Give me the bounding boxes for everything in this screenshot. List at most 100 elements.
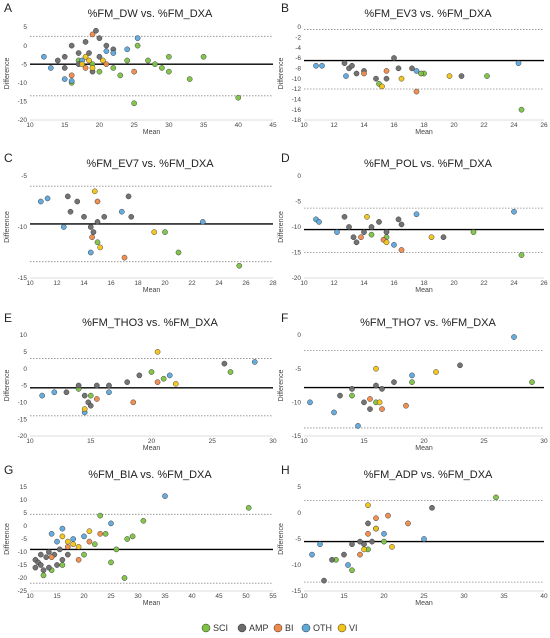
panel-b-point-oth bbox=[319, 62, 325, 69]
panel-b-point-bi bbox=[361, 70, 367, 77]
panel-h-y-tick-label: 5 bbox=[297, 484, 301, 491]
panel-g-point-amp bbox=[64, 551, 71, 558]
panel-g-x-tick-label: 30 bbox=[134, 593, 142, 600]
panel-c-point-sci bbox=[94, 239, 101, 246]
legend-label-sci: SCI bbox=[213, 623, 228, 633]
panel-c-point-bi bbox=[94, 198, 101, 205]
panel-h-x-tick-label: 25 bbox=[420, 593, 428, 600]
panel-f-point-oth bbox=[331, 409, 337, 416]
panel-d-point-bi bbox=[358, 234, 364, 241]
panel-h-y-tick-label: -15 bbox=[292, 588, 302, 595]
panel-g-point-bi bbox=[86, 538, 93, 545]
panel-c-x-tick-label: 22 bbox=[188, 280, 196, 287]
panel-h-point-oth bbox=[317, 541, 323, 548]
panel-b-y-tick-label: -14 bbox=[292, 97, 302, 104]
panel-f-x-tick-label: 30 bbox=[540, 438, 548, 445]
panel-b-x-axis-label: Mean bbox=[415, 129, 433, 136]
panel-b-point-sci bbox=[418, 70, 424, 77]
panel-e-y-tick-label: -20 bbox=[18, 433, 28, 440]
panel-a-point-oth bbox=[41, 53, 47, 60]
panel-a-point-sci bbox=[131, 100, 137, 107]
panel-c-y-tick-label: -5 bbox=[21, 173, 27, 180]
panel-e-point-vi bbox=[81, 406, 88, 412]
legend-label-bi: BI bbox=[285, 623, 294, 633]
panel-e-y-tick-label: 5 bbox=[23, 349, 27, 356]
panel-h-point-amp bbox=[369, 538, 375, 545]
panel-e-point-sci bbox=[87, 392, 94, 399]
panel-h-y-axis-label: Difference bbox=[278, 523, 285, 555]
panel-c-point-vi bbox=[91, 188, 98, 195]
panel-g-y-tick-label: 10 bbox=[20, 497, 28, 504]
panel-g-point-oth bbox=[162, 493, 168, 499]
panel-d-point-sci bbox=[470, 229, 477, 235]
legend-label-amp: AMP bbox=[249, 623, 269, 633]
panel-c-y-tick-label: -10 bbox=[18, 224, 28, 231]
panel-b-y-tick-label: -2 bbox=[295, 35, 301, 42]
panel-b-x-tick-label: 24 bbox=[510, 122, 518, 129]
panel-e-point-oth bbox=[106, 389, 112, 396]
panel-f-point-sci bbox=[529, 379, 535, 385]
panel-a-point-sci bbox=[117, 72, 124, 79]
panel-c-point-amp bbox=[125, 193, 132, 200]
panel-h-point-amp bbox=[321, 577, 327, 584]
panel-a-point-vi bbox=[86, 57, 92, 64]
panel-d-point-vi bbox=[428, 234, 435, 241]
panel-d-point-sci bbox=[368, 231, 375, 238]
panel-c-point-amp bbox=[101, 213, 108, 220]
panel-d-point-oth bbox=[511, 208, 517, 215]
panel-a-y-tick-label: -5 bbox=[21, 61, 27, 68]
panel-f-title: %FM_THO7 vs. %FM_DXA bbox=[360, 317, 496, 329]
panel-b-point-amp bbox=[409, 65, 415, 72]
panel-d-x-tick-label: 20 bbox=[450, 280, 458, 287]
panel-f-letter: F bbox=[281, 311, 288, 325]
panel-a-x-tick-label: 25 bbox=[131, 122, 139, 129]
panel-b-point-oth bbox=[413, 68, 420, 74]
panel-g-y-tick-label: 0 bbox=[23, 523, 27, 530]
panel-b-point-vi bbox=[398, 75, 405, 82]
panel-d-x-tick-label: 10 bbox=[300, 280, 308, 287]
panel-h-point-bi bbox=[373, 515, 379, 522]
panel-b-point-sci bbox=[518, 106, 525, 113]
panel-g-letter: G bbox=[4, 463, 13, 477]
panel-a-point-amp bbox=[54, 57, 61, 64]
panel-c-point-amp bbox=[90, 229, 97, 235]
panel-b-point-oth bbox=[343, 73, 349, 79]
panel-b-y-axis-label: Difference bbox=[278, 58, 285, 90]
panel-g-point-amp bbox=[43, 554, 50, 561]
panel-c-point-amp bbox=[64, 193, 71, 200]
panel-c-x-tick-label: 28 bbox=[269, 280, 277, 287]
panel-a-point-amp bbox=[96, 53, 103, 60]
panel-e-point-oth bbox=[166, 372, 173, 379]
panel-f-point-sci bbox=[409, 379, 415, 385]
panel-h-point-oth bbox=[345, 562, 351, 568]
panel-d-point-bi bbox=[398, 247, 405, 253]
panel-d-y-tick-label: -5 bbox=[295, 199, 301, 206]
panel-c: C %FM_EV7 vs. %FM_DXA 10 12 14 16 18 20 22 24 26 28… bbox=[4, 151, 277, 294]
panel-a-point-bi bbox=[82, 65, 89, 71]
panel-g-point-amp bbox=[32, 564, 39, 571]
panel-a-point-oth bbox=[134, 35, 141, 41]
panel-a-point-sci bbox=[235, 94, 242, 101]
panel-b-y-tick-label: 0 bbox=[297, 24, 301, 31]
panel-a-point-amp bbox=[82, 39, 89, 45]
panel-b-point-amp bbox=[395, 65, 402, 72]
panel-d-y-axis-label: Difference bbox=[278, 211, 285, 243]
panel-a-point-sci bbox=[110, 65, 117, 71]
panel-f-point-vi bbox=[376, 399, 383, 406]
panel-a-y-tick-label: 0 bbox=[23, 43, 27, 50]
panel-c-point-sci bbox=[162, 229, 168, 235]
panel-h-point-amp bbox=[365, 520, 371, 527]
panel-e-x-axis-label: Mean bbox=[143, 445, 161, 452]
panel-c-point-vi bbox=[97, 244, 104, 251]
panel-a-point-sci bbox=[186, 76, 193, 82]
panel-a-x-tick-label: 30 bbox=[165, 122, 173, 129]
panel-d-point-amp bbox=[353, 239, 360, 246]
panel-g-point-sci bbox=[97, 512, 104, 519]
panel-g-point-oth bbox=[48, 530, 55, 537]
panel-a-x-tick-label: 10 bbox=[26, 122, 34, 129]
panel-e-title: %FM_THO3 vs. %FM_DXA bbox=[82, 317, 218, 329]
panel-e-point-bi bbox=[93, 396, 100, 402]
panel-g-point-sci bbox=[140, 517, 147, 524]
panel-d-point-amp bbox=[395, 216, 402, 223]
panel-h-y-tick-label: -5 bbox=[295, 536, 301, 543]
